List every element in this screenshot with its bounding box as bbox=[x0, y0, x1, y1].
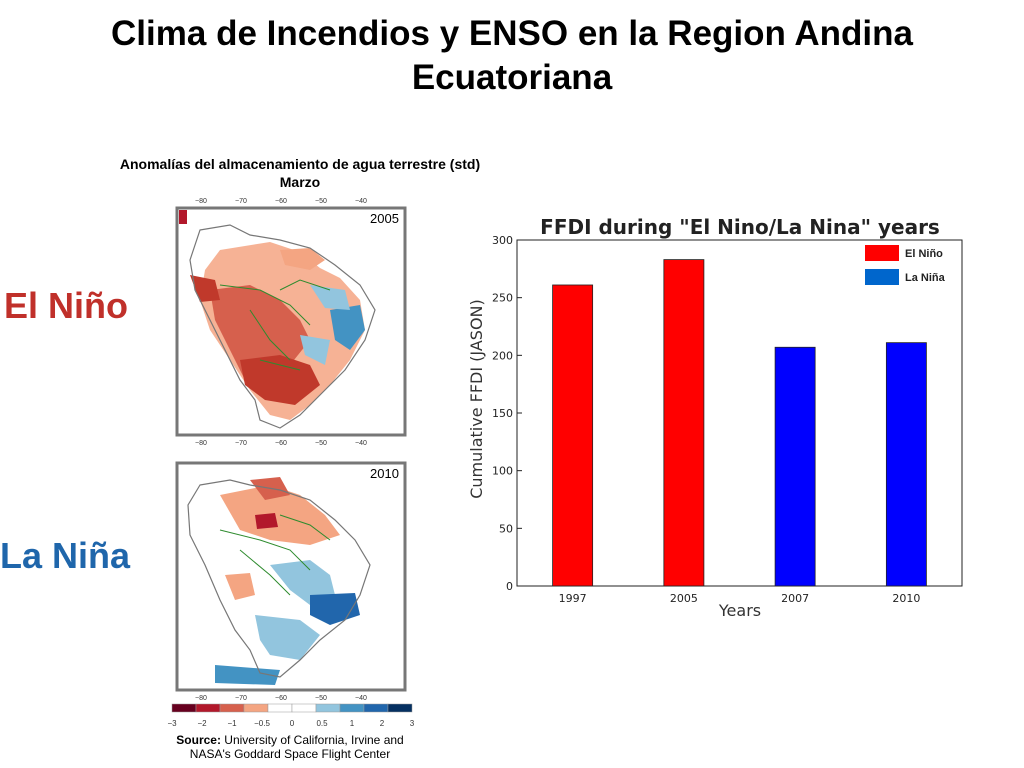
bar-2010 bbox=[885, 342, 927, 587]
colorbar-tick-label: 3 bbox=[410, 719, 415, 728]
x-tick-label: 2010 bbox=[892, 592, 920, 605]
ffdi-chart-svg: FFDI during "El Nino/La Nina" years Year… bbox=[467, 215, 963, 620]
colorbar-tick-label: 1 bbox=[350, 719, 355, 728]
colorbar-segment bbox=[363, 703, 389, 713]
svg-text:−80: −80 bbox=[195, 198, 207, 205]
anomaly-colorbar: −3 −2 −1 −0.5 0 0.5 1 2 3 bbox=[160, 700, 422, 730]
source-text-line1: University of California, Irvine and bbox=[220, 733, 404, 747]
x-tick-label: 2007 bbox=[781, 592, 809, 605]
bar-1997 bbox=[552, 284, 594, 587]
y-tick-label: 100 bbox=[492, 465, 513, 478]
colorbar-tick-label: 2 bbox=[380, 719, 385, 728]
map-year-2005: 2005 bbox=[370, 211, 399, 226]
anomaly-map-2010-image: 2010 −80 −70 −60 −50 −40 bbox=[175, 461, 407, 702]
chart-title: FFDI during "El Nino/La Nina" years bbox=[540, 215, 940, 239]
svg-text:−50: −50 bbox=[315, 198, 327, 205]
svg-text:−70: −70 bbox=[235, 695, 247, 702]
y-tick-label: 150 bbox=[492, 407, 513, 420]
slide-title-line2: Ecuatoriana bbox=[411, 58, 613, 97]
x-tick-label: 1997 bbox=[559, 592, 587, 605]
y-tick-label: 300 bbox=[492, 234, 513, 247]
x-tick-label: 2005 bbox=[670, 592, 698, 605]
source-label: Source: bbox=[176, 733, 221, 747]
svg-text:−80: −80 bbox=[195, 695, 207, 702]
colorbar-segment bbox=[195, 703, 221, 713]
colorbar-tick-label: 0 bbox=[290, 719, 295, 728]
svg-text:−50: −50 bbox=[315, 695, 327, 702]
svg-text:−70: −70 bbox=[235, 440, 247, 447]
map-year-2010: 2010 bbox=[370, 466, 399, 481]
svg-text:−50: −50 bbox=[315, 440, 327, 447]
map-panel-title: Anomalías del almacenamiento de agua ter… bbox=[60, 155, 540, 191]
source-text-line2: NASA's Goddard Space Flight Center bbox=[189, 747, 391, 761]
colorbar-segment bbox=[171, 703, 197, 713]
y-tick-label: 200 bbox=[492, 349, 513, 362]
chart-xlabel: Years bbox=[718, 601, 761, 620]
colorbar-tick-label: −2 bbox=[197, 719, 207, 728]
svg-text:−60: −60 bbox=[275, 695, 287, 702]
y-tick-label: 50 bbox=[499, 522, 513, 535]
colorbar-tick-label: −3 bbox=[167, 719, 177, 728]
svg-text:−60: −60 bbox=[275, 198, 287, 205]
source-note: Source: University of California, Irvine… bbox=[140, 733, 440, 761]
el-nino-label: El Niño bbox=[4, 285, 128, 326]
y-tick-label: 0 bbox=[506, 580, 513, 593]
legend-swatch bbox=[865, 269, 899, 285]
colorbar-tick-label: −1 bbox=[227, 719, 237, 728]
svg-text:−70: −70 bbox=[235, 198, 247, 205]
ffdi-bar-chart: FFDI during "El Nino/La Nina" years Year… bbox=[460, 205, 980, 625]
bar-2005 bbox=[663, 259, 705, 587]
colorbar-segment bbox=[339, 703, 365, 713]
colorbar-tick-label: −0.5 bbox=[254, 719, 270, 728]
svg-text:−60: −60 bbox=[275, 440, 287, 447]
slide-title-line1: Clima de Incendios y ENSO en la Region A… bbox=[111, 14, 913, 53]
svg-text:−40: −40 bbox=[355, 695, 367, 702]
colorbar-segment bbox=[219, 703, 245, 713]
legend-label: El Niño bbox=[905, 248, 943, 260]
map-title-line2: Marzo bbox=[279, 174, 321, 190]
svg-text:−40: −40 bbox=[355, 440, 367, 447]
colorbar-segment bbox=[291, 703, 317, 713]
colorbar-tick-label: 0.5 bbox=[316, 719, 328, 728]
map-title-line1: Anomalías del almacenamiento de agua ter… bbox=[119, 156, 481, 172]
svg-text:−80: −80 bbox=[195, 440, 207, 447]
colorbar-segment bbox=[387, 703, 413, 713]
colorbar-svg: −3 −2 −1 −0.5 0 0.5 1 2 3 bbox=[167, 703, 415, 728]
colorbar-segment bbox=[315, 703, 341, 713]
colorbar-segment bbox=[267, 703, 293, 713]
anomaly-map-2010: 2010 −80 −70 −60 −50 −40 bbox=[160, 455, 422, 705]
legend-label: La Niña bbox=[905, 272, 946, 284]
anomaly-map-2005: 2005 −80 −70 −60 −50 −40 −80 −70 −60 −50 −40 bbox=[160, 190, 422, 450]
bar-2007 bbox=[774, 346, 816, 587]
colorbar-segment bbox=[243, 703, 269, 713]
la-nina-label: La Niña bbox=[0, 535, 131, 576]
chart-ylabel: Cumulative FFDI (JASON) bbox=[467, 299, 486, 499]
legend-swatch bbox=[865, 245, 899, 261]
slide-title: Clima de Incendios y ENSO en la Region A… bbox=[20, 12, 1004, 100]
y-tick-label: 250 bbox=[492, 292, 513, 305]
svg-text:−40: −40 bbox=[355, 198, 367, 205]
anomaly-map-2005-image: 2005 −80 −70 −60 −50 −40 −80 −70 −60 −50 −40 bbox=[175, 198, 407, 447]
